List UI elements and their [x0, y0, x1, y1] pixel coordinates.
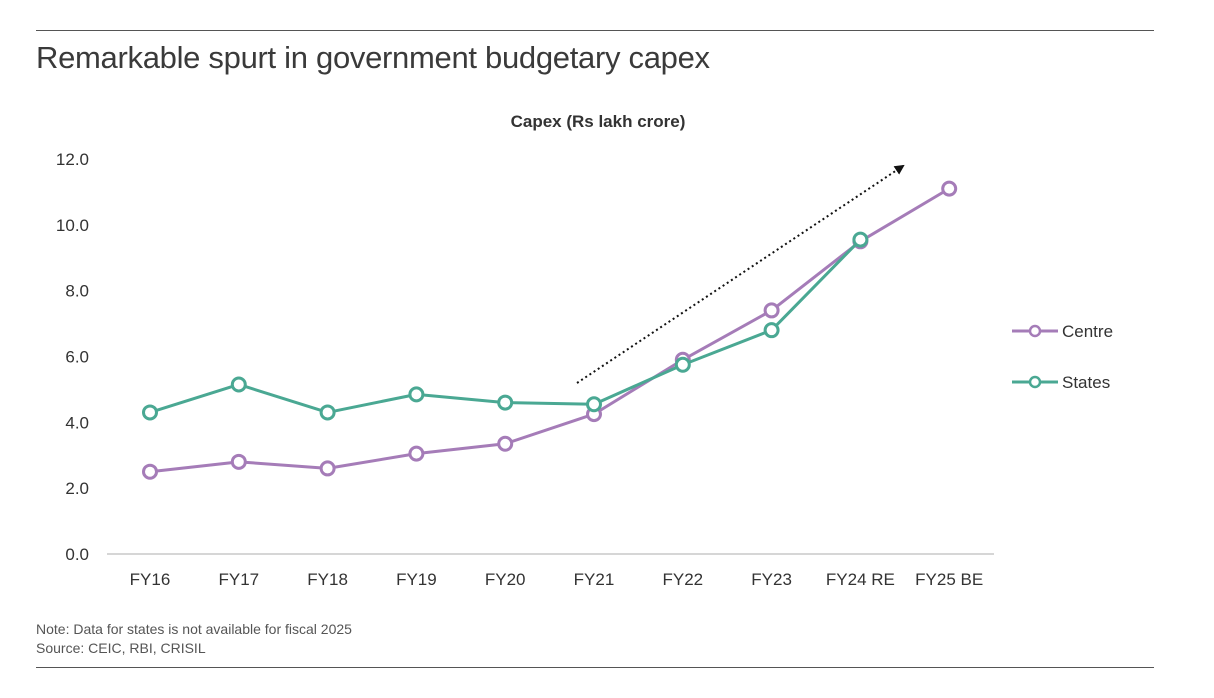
footnote-source: Source: CEIC, RBI, CRISIL	[36, 640, 206, 656]
y-tick-label: 8.0	[65, 282, 89, 301]
data-point-states	[674, 356, 691, 373]
x-tick-label: FY19	[396, 570, 437, 589]
data-point-states	[408, 386, 425, 403]
series-line-states	[149, 238, 862, 414]
x-tick-label: FY25 BE	[915, 570, 983, 589]
x-tick-label: FY21	[574, 570, 615, 589]
x-tick-label: FY22	[662, 570, 703, 589]
x-tick-label: FY17	[218, 570, 259, 589]
legend-swatch-marker	[1028, 324, 1042, 338]
x-tick-label: FY20	[485, 570, 526, 589]
data-point-states	[586, 396, 602, 413]
data-point-states	[319, 404, 336, 421]
data-point-centre	[408, 445, 425, 462]
data-point-centre	[941, 180, 958, 197]
data-point-states	[852, 231, 869, 248]
legend-label: Centre	[1062, 322, 1113, 341]
x-tick-label: FY16	[130, 570, 171, 589]
y-tick-label: 2.0	[65, 479, 89, 498]
y-tick-label: 10.0	[56, 216, 89, 235]
y-tick-label: 6.0	[65, 348, 89, 367]
data-point-centre	[319, 460, 336, 477]
top-rule	[36, 30, 1154, 31]
legend-label: States	[1062, 373, 1110, 392]
bottom-rule	[36, 667, 1154, 668]
x-tick-label: FY23	[751, 570, 792, 589]
data-point-centre	[230, 453, 247, 470]
series-line-centre	[149, 187, 950, 474]
data-point-states	[142, 404, 158, 421]
data-point-centre	[763, 302, 780, 319]
data-point-centre	[142, 463, 158, 480]
trend-arrow	[576, 164, 905, 384]
data-point-states	[497, 394, 514, 411]
chart-title: Capex (Rs lakh crore)	[510, 112, 686, 131]
data-point-states	[763, 322, 780, 339]
data-point-centre	[497, 435, 514, 452]
x-tick-label: FY24 RE	[826, 570, 895, 589]
legend-swatch-marker	[1028, 375, 1042, 389]
page-title: Remarkable spurt in government budgetary…	[36, 40, 710, 75]
y-tick-label: 0.0	[65, 545, 89, 564]
x-tick-label: FY18	[307, 570, 348, 589]
footnote-note: Note: Data for states is not available f…	[36, 621, 352, 637]
data-point-states	[230, 376, 247, 393]
y-tick-label: 12.0	[56, 150, 89, 169]
y-tick-label: 4.0	[65, 413, 89, 432]
